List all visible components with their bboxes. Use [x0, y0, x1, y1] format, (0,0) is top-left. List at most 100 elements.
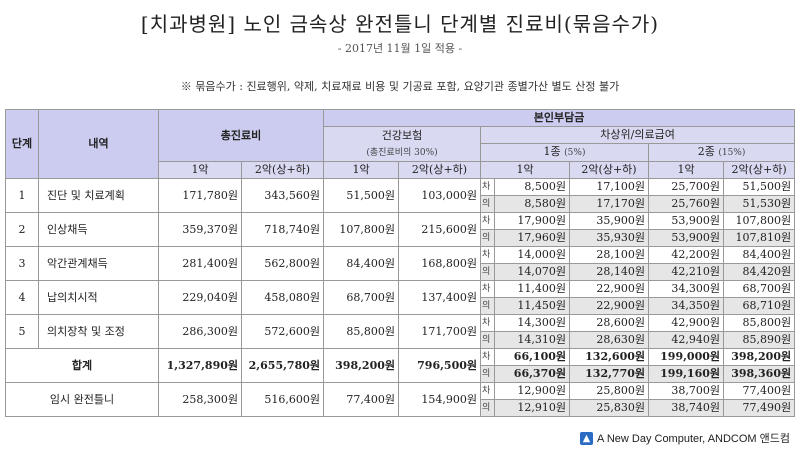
type1-jaw1-value: 11,450원 — [494, 297, 571, 315]
header-ins-jaw2: 2악(상+하) — [398, 161, 482, 179]
beneficiary-type-label: 차 — [480, 314, 496, 332]
header-t2-jaw1: 1악 — [648, 161, 725, 179]
total-label: 합계 — [5, 348, 159, 383]
table-row: 의 12,910원 25,830원 38,740원 77,490원 — [6, 399, 796, 417]
insurance-jaw1: 85,800원 — [323, 314, 400, 349]
insurance-jaw2: 796,500원 — [398, 348, 482, 383]
type1-jaw2-value: 132,770원 — [569, 365, 650, 383]
type1-jaw2-value: 22,900원 — [569, 297, 650, 315]
type2-jaw1-value: 25,760원 — [648, 195, 725, 213]
footer-brand: A New Day Computer, ANDCOM 앤드컴 — [580, 430, 790, 446]
total-fee-jaw1: 281,400원 — [158, 246, 242, 281]
type1-jaw2-value: 22,900원 — [569, 280, 650, 298]
stage-name: 의치장착 및 조정 — [38, 314, 159, 349]
stage-name: 인상채득 — [38, 212, 159, 247]
total-fee-jaw1: 286,300원 — [158, 314, 242, 349]
total-fee-jaw2: 458,080원 — [240, 280, 325, 315]
temp-denture-label: 임시 완전틀니 — [5, 382, 159, 417]
total-fee-jaw2: 516,600원 — [240, 382, 325, 417]
insurance-jaw2: 215,600원 — [398, 212, 482, 247]
type2-jaw2-value: 84,420원 — [723, 263, 796, 281]
header-t2-jaw2: 2악(상+하) — [723, 161, 796, 179]
insurance-jaw1: 398,200원 — [323, 348, 400, 383]
stage-number: 4 — [5, 280, 39, 315]
insurance-jaw1: 107,800원 — [323, 212, 400, 247]
type1-jaw1-value: 11,400원 — [494, 280, 571, 298]
insurance-jaw1: 68,700원 — [323, 280, 400, 315]
header-total-jaw2: 2악(상+하) — [240, 161, 325, 179]
beneficiary-type-label: 의 — [480, 331, 496, 349]
header-detail: 내역 — [38, 109, 159, 179]
beneficiary-type-label: 차 — [480, 348, 496, 366]
stage-name: 진단 및 치료계획 — [38, 178, 159, 213]
type2-jaw1-value: 42,200원 — [648, 246, 725, 264]
type2-jaw1-value: 42,940원 — [648, 331, 725, 349]
type2-jaw2-value: 84,400원 — [723, 246, 796, 264]
header-medical-aid: 차상위/의료급여 — [480, 126, 796, 144]
table-row: 합계 1,327,890원 2,655,780원 398,200원 796,500원 차 6… — [5, 348, 796, 383]
type2-jaw2-value: 51,500원 — [723, 178, 796, 196]
type1-jaw2-value: 25,830원 — [569, 399, 650, 417]
header-type1-label: 1종 — [543, 145, 561, 158]
total-fee-jaw2: 343,560원 — [240, 178, 325, 213]
type1-jaw2-value: 17,100원 — [569, 178, 650, 196]
total-fee-jaw1: 258,300원 — [158, 382, 242, 417]
table-row: 의 11,450원 22,900원 34,350원 68,710원 — [6, 297, 796, 315]
page-title: [치과병원] 노인 금속상 완전틀니 단계별 진료비(묶음수가) — [140, 12, 660, 36]
header-type1-pct: (5%) — [564, 148, 586, 158]
insurance-jaw2: 154,900원 — [398, 382, 482, 417]
type2-jaw2-value: 51,530원 — [723, 195, 796, 213]
type2-jaw1-value: 34,350원 — [648, 297, 725, 315]
table-row: 5 의치장착 및 조정 286,300원 572,600원 85,800원 171,700… — [5, 314, 796, 349]
table-row: 3 악간관계채득 281,400원 562,800원 84,400원 168,800원 차 1… — [5, 246, 796, 281]
stage-name: 악간관계채득 — [38, 246, 159, 281]
type2-jaw2-value: 85,800원 — [723, 314, 796, 332]
header-stage: 단계 — [5, 109, 39, 179]
type1-jaw1-value: 12,910원 — [494, 399, 571, 417]
beneficiary-type-label: 의 — [480, 365, 496, 383]
insurance-jaw2: 103,000원 — [398, 178, 482, 213]
insurance-jaw1: 84,400원 — [323, 246, 400, 281]
type1-jaw1-value: 14,070원 — [494, 263, 571, 281]
type2-jaw2-value: 398,360원 — [723, 365, 796, 383]
type1-jaw2-value: 28,100원 — [569, 246, 650, 264]
type2-jaw2-value: 398,200원 — [723, 348, 796, 366]
beneficiary-type-label: 차 — [480, 178, 496, 196]
header-insurance-label: 건강보험 — [381, 128, 423, 142]
stage-number: 3 — [5, 246, 39, 281]
type2-jaw1-value: 34,300원 — [648, 280, 725, 298]
total-fee-jaw1: 171,780원 — [158, 178, 242, 213]
total-fee-jaw1: 1,327,890원 — [158, 348, 242, 383]
type1-jaw2-value: 17,170원 — [569, 195, 650, 213]
total-fee-jaw1: 229,040원 — [158, 280, 242, 315]
total-fee-jaw1: 359,370원 — [158, 212, 242, 247]
type1-jaw2-value: 28,140원 — [569, 263, 650, 281]
type1-jaw1-value: 14,310원 — [494, 331, 571, 349]
header-ins-jaw1: 1악 — [323, 161, 400, 179]
type1-jaw2-value: 28,600원 — [569, 314, 650, 332]
insurance-jaw2: 171,700원 — [398, 314, 482, 349]
type2-jaw1-value: 53,900원 — [648, 229, 725, 247]
insurance-jaw1: 51,500원 — [323, 178, 400, 213]
header-type2-label: 2종 — [697, 145, 715, 158]
type1-jaw1-value: 14,300원 — [494, 314, 571, 332]
stage-name: 납의치시적 — [38, 280, 159, 315]
type2-jaw1-value: 199,160원 — [648, 365, 725, 383]
stage-number: 2 — [5, 212, 39, 247]
type2-jaw2-value: 68,710원 — [723, 297, 796, 315]
table-row: 의 14,310원 28,630원 42,940원 85,890원 — [6, 331, 796, 349]
type2-jaw2-value: 85,890원 — [723, 331, 796, 349]
type1-jaw2-value: 28,630원 — [569, 331, 650, 349]
type2-jaw2-value: 107,810원 — [723, 229, 796, 247]
stage-number: 5 — [5, 314, 39, 349]
total-fee-jaw2: 562,800원 — [240, 246, 325, 281]
header-total-jaw1: 1악 — [158, 161, 242, 179]
type1-jaw2-value: 132,600원 — [569, 348, 650, 366]
type1-jaw1-value: 14,000원 — [494, 246, 571, 264]
type2-jaw2-value: 77,400원 — [723, 382, 796, 400]
beneficiary-type-label: 차 — [480, 246, 496, 264]
type2-jaw1-value: 199,000원 — [648, 348, 725, 366]
type1-jaw1-value: 8,580원 — [494, 195, 571, 213]
type1-jaw2-value: 35,930원 — [569, 229, 650, 247]
type1-jaw2-value: 35,900원 — [569, 212, 650, 230]
